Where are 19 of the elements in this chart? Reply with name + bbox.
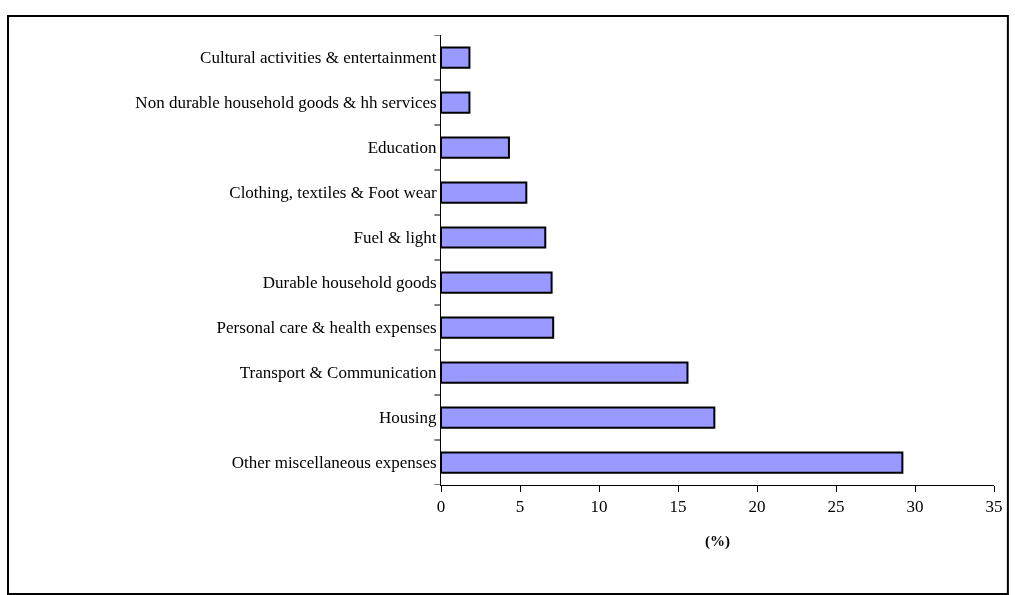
x-tick-label: 30	[906, 497, 924, 517]
y-tick-label: Other miscellaneous expenses	[231, 453, 437, 473]
y-tick-label: Cultural activities & entertainment	[200, 48, 437, 68]
y-tick-label: Fuel & light	[353, 228, 437, 248]
x-tick-label: 20	[748, 497, 766, 517]
x-tick-label: 25	[827, 497, 845, 517]
x-tick-label: 0	[436, 497, 446, 517]
x-tick-label: 15	[669, 497, 687, 517]
x-tick-label: 5	[515, 497, 525, 517]
x-tick-label: 10	[590, 497, 608, 517]
y-tick-label: Personal care & health expenses	[216, 318, 437, 338]
x-axis-title: (%)	[705, 533, 730, 551]
y-tick-label: Durable household goods	[262, 273, 437, 293]
y-tick-label: Education	[367, 138, 438, 158]
y-tick-label: Clothing, textiles & Foot wear	[229, 183, 437, 203]
x-tick-label: 35	[985, 497, 1003, 517]
y-tick-label: Transport & Communication	[239, 363, 438, 383]
y-tick-label: Housing	[378, 408, 438, 428]
y-tick-label: Non durable household goods & hh services	[135, 93, 437, 113]
